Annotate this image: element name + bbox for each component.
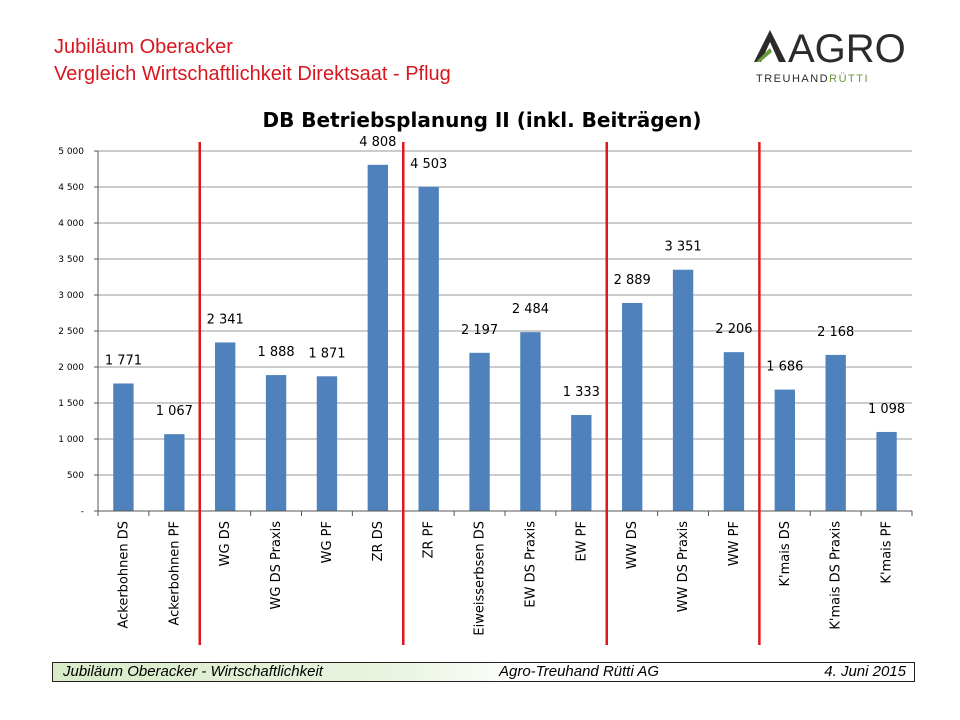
- data-label: 1 333: [563, 385, 600, 400]
- category-label: K'mais DS Praxis: [829, 521, 844, 630]
- bar: [164, 434, 185, 511]
- data-label: 2 341: [207, 312, 244, 327]
- data-label: 4 503: [410, 157, 447, 172]
- y-tick-label: 3 000: [58, 291, 84, 301]
- data-label: 2 484: [512, 302, 549, 317]
- data-label: 2 206: [715, 322, 752, 337]
- footer-bar: Jubiläum Oberacker - Wirtschaftlichkeit …: [52, 662, 915, 682]
- data-label: 2 889: [614, 273, 651, 288]
- category-label: WG DS Praxis: [269, 521, 284, 610]
- y-tick-label: 500: [67, 471, 84, 481]
- data-label: 1 771: [105, 353, 142, 368]
- bar: [215, 342, 236, 511]
- category-label: EW DS Praxis: [523, 521, 538, 608]
- bar-chart: DB Betriebsplanung II (inkl. Beiträgen) …: [58, 108, 913, 645]
- bar: [774, 389, 795, 511]
- y-tick-label: 2 500: [58, 327, 84, 337]
- category-label: WW PF: [727, 521, 742, 566]
- slide-title-line2: Vergleich Wirtschaftlichkeit Direktsaat …: [54, 63, 451, 85]
- slide-title-line1: Jubiläum Oberacker: [54, 36, 233, 58]
- bar: [672, 269, 694, 511]
- bar: [469, 352, 490, 511]
- data-label: 1 888: [257, 345, 294, 360]
- y-axis: - 500 1 000 1 500 2 000 2 500 3 000 3 500 4 000 4…: [58, 147, 99, 517]
- y-tick-label: 1 500: [58, 399, 84, 409]
- logo-brand-text: AGRO: [788, 27, 906, 71]
- category-label: K'mais PF: [880, 521, 895, 584]
- y-tick-label: -: [81, 507, 84, 517]
- data-labels: 1 771 1 067 2 341 1 888 1 871 4 808 4 503 2 197…: [105, 135, 905, 419]
- logo-sub-text: TREUHANDRÜTTI: [756, 73, 869, 85]
- data-label: 1 067: [156, 404, 193, 419]
- category-label: Eiweisserbsen DS: [473, 521, 488, 636]
- bars: [113, 164, 897, 511]
- y-tick-label: 4 000: [58, 219, 84, 229]
- category-label: Ackerbohnen DS: [116, 521, 131, 629]
- group-separators: [198, 142, 761, 645]
- bar: [825, 354, 846, 511]
- category-label: WW DS Praxis: [676, 521, 691, 612]
- data-label: 4 808: [359, 135, 396, 150]
- category-label: K'mais DS: [778, 521, 793, 587]
- x-axis: [97, 510, 913, 516]
- bar: [418, 186, 439, 511]
- bar: [265, 375, 287, 511]
- category-label: WG DS: [218, 521, 233, 566]
- bar: [723, 352, 745, 511]
- logo-sub-part2: RÜTTI: [829, 73, 869, 85]
- data-label: 1 098: [868, 402, 905, 417]
- footer-date-text: 4. Juni 2015: [824, 663, 906, 680]
- category-label: ZR PF: [422, 521, 437, 558]
- logo-a-shape: [754, 30, 786, 62]
- bar: [113, 383, 134, 511]
- category-labels: Ackerbohnen DS Ackerbohnen PF WG DS WG DS P…: [116, 521, 894, 636]
- bar: [520, 332, 541, 511]
- bar: [622, 302, 643, 511]
- y-tick-label: 1 000: [58, 435, 84, 445]
- y-tick-label: 5 000: [58, 147, 84, 157]
- agro-treuhand-logo: AGRO TREUHANDRÜTTI: [754, 27, 906, 85]
- y-tick-label: 3 500: [58, 255, 84, 265]
- category-label: EW PF: [574, 521, 589, 562]
- bar: [571, 415, 592, 511]
- data-label: 2 197: [461, 323, 498, 338]
- chart-title: DB Betriebsplanung II (inkl. Beiträgen): [263, 108, 702, 132]
- data-label: 3 351: [664, 240, 701, 255]
- footer-company-text: Agro-Treuhand Rütti AG: [499, 663, 660, 680]
- bar: [316, 376, 338, 511]
- category-label: WW DS: [625, 521, 640, 569]
- logo-sub-part1: TREUHAND: [756, 73, 829, 85]
- data-label: 2 168: [817, 325, 854, 340]
- category-label: Ackerbohnen PF: [167, 521, 182, 626]
- y-tick-label: 4 500: [58, 183, 84, 193]
- slide-title: Jubiläum Oberacker Vergleich Wirtschaftl…: [54, 34, 451, 88]
- data-label: 1 686: [766, 360, 803, 375]
- bar: [367, 164, 388, 511]
- data-label: 1 871: [308, 346, 345, 361]
- y-tick-label: 2 000: [58, 363, 84, 373]
- category-label: ZR DS: [371, 521, 386, 561]
- bar: [876, 431, 897, 511]
- footer-left-text: Jubiläum Oberacker - Wirtschaftlichkeit: [63, 663, 323, 680]
- logo-leaf-icon: [756, 48, 772, 62]
- category-label: WG PF: [320, 521, 335, 563]
